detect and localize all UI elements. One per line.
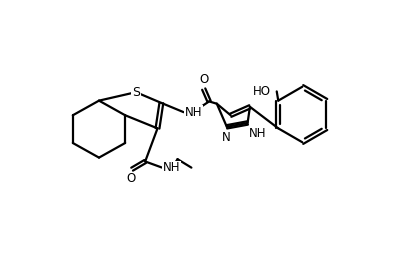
Text: NH: NH xyxy=(249,127,266,140)
Text: NH: NH xyxy=(162,161,180,174)
Text: O: O xyxy=(126,172,135,185)
Text: N: N xyxy=(221,131,230,144)
Text: HO: HO xyxy=(252,85,270,98)
Text: NH: NH xyxy=(184,106,201,119)
Text: S: S xyxy=(132,86,140,99)
Text: O: O xyxy=(198,73,208,86)
